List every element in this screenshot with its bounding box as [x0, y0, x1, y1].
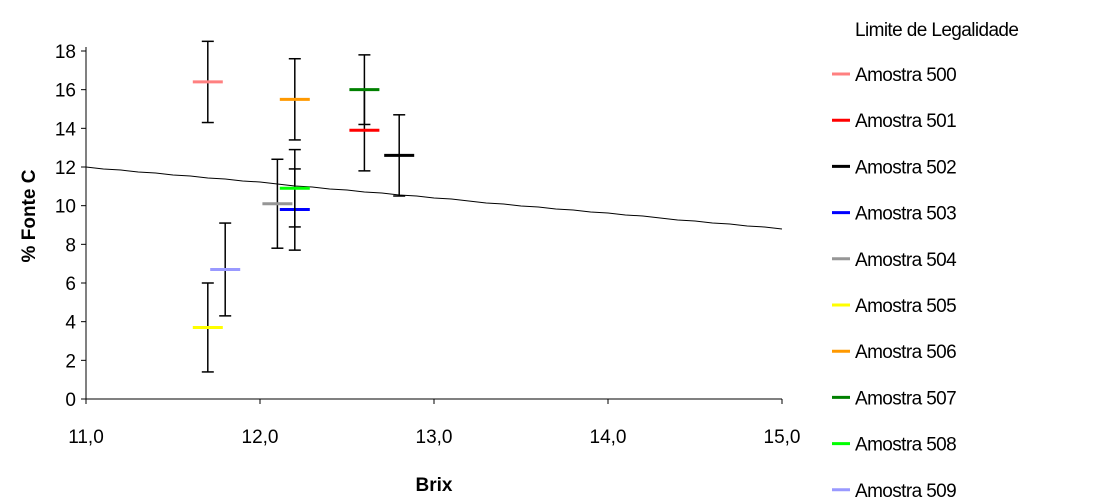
legend-label-amostra-503: Amostra 503: [855, 204, 956, 225]
legend-label-amostra-506: Amostra 506: [855, 342, 956, 363]
y-tick-label: 0: [65, 390, 76, 411]
y-tick-label: 16: [55, 81, 76, 102]
y-tick-label: 2: [65, 351, 76, 372]
legend-label-amostra-502: Amostra 502: [855, 157, 956, 178]
legend-label-amostra-505: Amostra 505: [855, 296, 956, 317]
legend-label-amostra-500: Amostra 500: [855, 65, 956, 86]
y-axis-title: % Fonte C: [19, 169, 40, 262]
legend-label-amostra-508: Amostra 508: [855, 435, 956, 456]
legend-label-amostra-509: Amostra 509: [855, 481, 956, 502]
point-amostra-502: [384, 114, 415, 197]
limit-line-group: [85, 166, 783, 230]
point-amostra-507: [349, 54, 380, 126]
x-tick-label: 13,0: [416, 427, 453, 448]
legend-limit-label: Limite de Legalidade: [855, 20, 1018, 41]
y-tick-label: 14: [55, 119, 77, 140]
legend-label-amostra-507: Amostra 507: [855, 388, 956, 409]
y-tick-label: 10: [55, 197, 76, 218]
y-tick-label: 12: [55, 158, 76, 179]
point-amostra-508: [279, 148, 310, 228]
x-tick-label: 11,0: [68, 427, 104, 448]
point-amostra-506: [279, 57, 310, 141]
y-tick-label: 8: [65, 235, 76, 256]
legend-label-amostra-504: Amostra 504: [855, 250, 957, 271]
x-axis-title: Brix: [416, 475, 453, 496]
axes: 0 2 4 6 8 10 12 14 16 18 11,0 12,0 13,0 14,0 15,0: [55, 42, 801, 448]
point-amostra-500: [192, 40, 223, 124]
point-amostra-509: [210, 222, 241, 317]
limit-line: [85, 166, 783, 230]
y-tick-label: 4: [65, 313, 76, 334]
legend: Limite de Legalidade Amostra 500 Amostra 5…: [832, 20, 1019, 502]
point-amostra-505: [192, 282, 223, 373]
x-tick-label: 14,0: [590, 427, 627, 448]
point-amostra-504: [262, 158, 293, 249]
legend-label-amostra-501: Amostra 501: [855, 111, 956, 132]
x-tick-label: 12,0: [242, 427, 279, 448]
y-tick-label: 6: [65, 274, 76, 295]
data-points: [192, 40, 415, 373]
x-tick-label: 15,0: [764, 427, 801, 448]
y-tick-label: 18: [55, 42, 76, 63]
